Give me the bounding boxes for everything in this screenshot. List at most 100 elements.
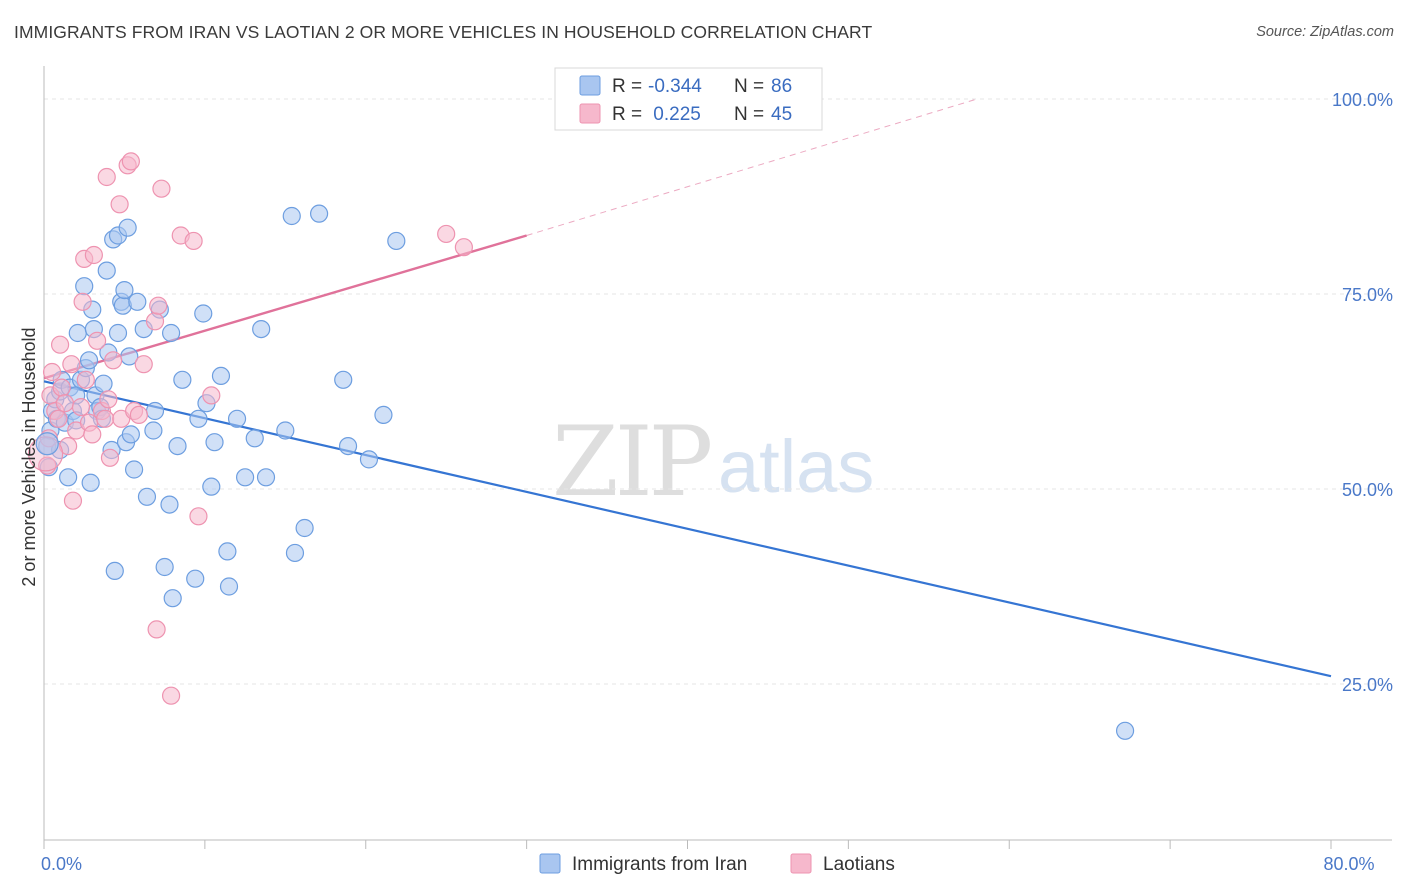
legend-r-label-iran: R =	[612, 76, 642, 97]
point-iran	[194, 304, 213, 323]
point-iran	[245, 429, 264, 448]
point-iran	[75, 277, 94, 296]
point-laotians	[134, 355, 153, 374]
x-tick-label: 0.0%	[41, 854, 82, 874]
point-iran	[81, 473, 100, 492]
point-iran	[256, 468, 276, 487]
point-iran-cluster	[35, 432, 59, 456]
legend-n-value-laotians: 45	[771, 104, 792, 125]
point-iran	[334, 370, 353, 389]
chart-source: Source: ZipAtlas.com	[1256, 24, 1394, 40]
point-laotians	[437, 224, 456, 244]
point-iran	[282, 206, 301, 226]
point-laotians	[83, 425, 102, 444]
point-iran	[276, 421, 295, 440]
point-laotians	[129, 405, 149, 424]
point-laotians	[71, 398, 91, 417]
point-laotians	[42, 362, 62, 382]
point-laotians	[454, 238, 473, 257]
point-iran	[219, 577, 239, 596]
y-axis-label: 2 or more Vehicles in Household	[19, 327, 39, 586]
point-iran	[59, 468, 78, 487]
point-iran	[235, 468, 255, 487]
point-laotians	[62, 355, 81, 374]
series-legend-label-iran: Immigrants from Iran	[572, 854, 747, 875]
trend-line-laotians-extension	[526, 98, 978, 236]
point-iran	[145, 401, 165, 421]
legend-r-value-laotians: 0.225	[648, 104, 701, 125]
point-iran	[173, 370, 192, 389]
point-iran	[189, 409, 208, 428]
legend-swatch-laotians	[579, 103, 601, 124]
point-laotians	[202, 386, 221, 405]
x-tick-label: 80.0%	[1323, 854, 1374, 874]
legend-r-label-laotians: R =	[612, 104, 642, 125]
legend-n-label-laotians: N =	[734, 104, 764, 125]
y-tick-label: 50.0%	[1342, 480, 1393, 500]
point-iran	[160, 495, 179, 514]
series-legend-swatch-iran	[539, 853, 561, 874]
point-iran	[68, 323, 87, 343]
point-iran	[94, 374, 113, 393]
y-tick-label: 100.0%	[1332, 90, 1393, 110]
point-iran	[168, 437, 187, 456]
point-iran	[374, 405, 393, 424]
point-laotians	[104, 351, 123, 370]
point-iran	[137, 487, 157, 506]
data-points	[28, 152, 1135, 740]
point-laotians	[84, 245, 103, 265]
point-iran	[218, 542, 237, 561]
point-iran	[387, 231, 406, 251]
point-iran	[108, 323, 128, 343]
point-iran	[128, 292, 147, 311]
point-laotians	[121, 152, 140, 171]
point-iran	[118, 218, 137, 237]
point-laotians	[189, 507, 208, 526]
point-laotians	[52, 378, 71, 397]
watermark-atlas: atlas	[718, 425, 874, 508]
point-iran	[155, 557, 174, 577]
point-iran	[295, 518, 314, 538]
point-laotians	[97, 167, 116, 187]
chart-title: IMMIGRANTS FROM IRAN VS LAOTIAN 2 OR MOR…	[14, 22, 873, 42]
point-laotians	[145, 312, 165, 331]
legend-n-value-iran: 86	[771, 76, 792, 97]
y-tick-label: 75.0%	[1342, 285, 1393, 305]
series-legend-label-laotians: Laotians	[823, 854, 895, 875]
point-iran	[115, 281, 134, 300]
point-iran	[124, 460, 144, 479]
point-laotians	[149, 296, 168, 315]
series-legend-swatch-laotians	[790, 853, 812, 874]
point-iran	[211, 366, 231, 385]
point-laotians	[110, 195, 129, 214]
legend-swatch-iran	[579, 75, 601, 96]
legend-n-label-iran: N =	[734, 76, 764, 97]
point-iran	[105, 561, 124, 581]
point-laotians	[147, 620, 166, 639]
point-iran	[227, 409, 247, 428]
point-iran	[121, 425, 140, 444]
point-iran	[285, 543, 305, 563]
point-iran	[205, 433, 224, 452]
y-tick-label: 25.0%	[1342, 675, 1393, 695]
legend-r-value-iran: -0.344	[648, 76, 702, 97]
point-laotians	[152, 179, 171, 198]
point-laotians	[49, 409, 68, 428]
point-iran	[163, 589, 182, 608]
grid-lines	[44, 98, 1392, 685]
point-laotians	[161, 686, 181, 705]
stats-legend: R = -0.344 N = 86 R = 0.225 N = 45	[554, 67, 823, 131]
point-iran	[309, 204, 329, 223]
point-laotians	[55, 394, 75, 413]
point-iran	[161, 323, 181, 343]
point-iran	[97, 261, 116, 280]
point-iran	[1115, 721, 1135, 740]
point-laotians	[59, 437, 78, 456]
watermark-zip: ZIP	[552, 406, 711, 518]
point-laotians	[184, 231, 203, 251]
point-iran	[79, 351, 99, 370]
point-iran	[202, 477, 221, 496]
point-laotians	[73, 292, 92, 311]
point-iran	[338, 437, 358, 456]
